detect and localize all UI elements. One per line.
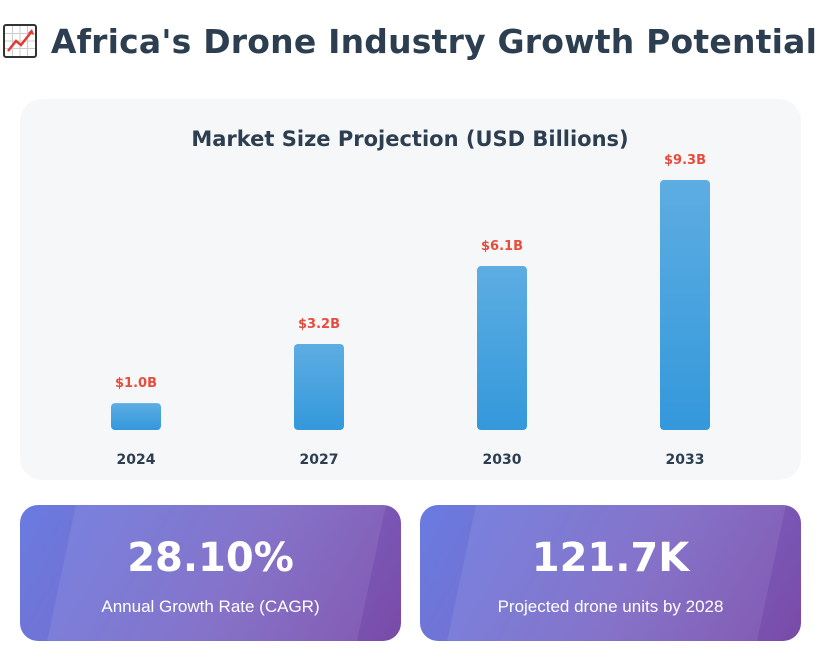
x-tick-label: 2024 bbox=[117, 452, 156, 468]
chart-title: Market Size Projection (USD Billions) bbox=[191, 127, 629, 151]
x-tick-label: 2033 bbox=[666, 452, 705, 468]
value-label: $3.2B bbox=[298, 317, 340, 332]
stat-label: Annual Growth Rate (CAGR) bbox=[101, 597, 320, 616]
stat-label: Projected drone units by 2028 bbox=[497, 597, 724, 616]
bar-2030 bbox=[477, 266, 527, 430]
value-label: $1.0B bbox=[115, 376, 157, 391]
bar-2024 bbox=[111, 403, 161, 430]
bar-2027 bbox=[294, 343, 344, 430]
x-tick-label: 2030 bbox=[483, 452, 522, 468]
stat-card-drone-units: 121.7K Projected drone units by 2028 bbox=[420, 505, 801, 641]
value-label: $9.3B bbox=[664, 153, 706, 168]
bar-2033 bbox=[660, 180, 710, 430]
stat-card-cagr: 28.10% Annual Growth Rate (CAGR) bbox=[20, 505, 401, 641]
stat-value: 28.10% bbox=[127, 535, 294, 581]
page-header: Africa's Drone Industry Growth Potential bbox=[0, 18, 820, 64]
value-label: $6.1B bbox=[481, 239, 523, 254]
stat-value: 121.7K bbox=[531, 535, 690, 581]
x-tick-label: 2027 bbox=[300, 452, 339, 468]
chart-increasing-icon bbox=[2, 24, 37, 58]
page-title: Africa's Drone Industry Growth Potential bbox=[50, 21, 818, 61]
